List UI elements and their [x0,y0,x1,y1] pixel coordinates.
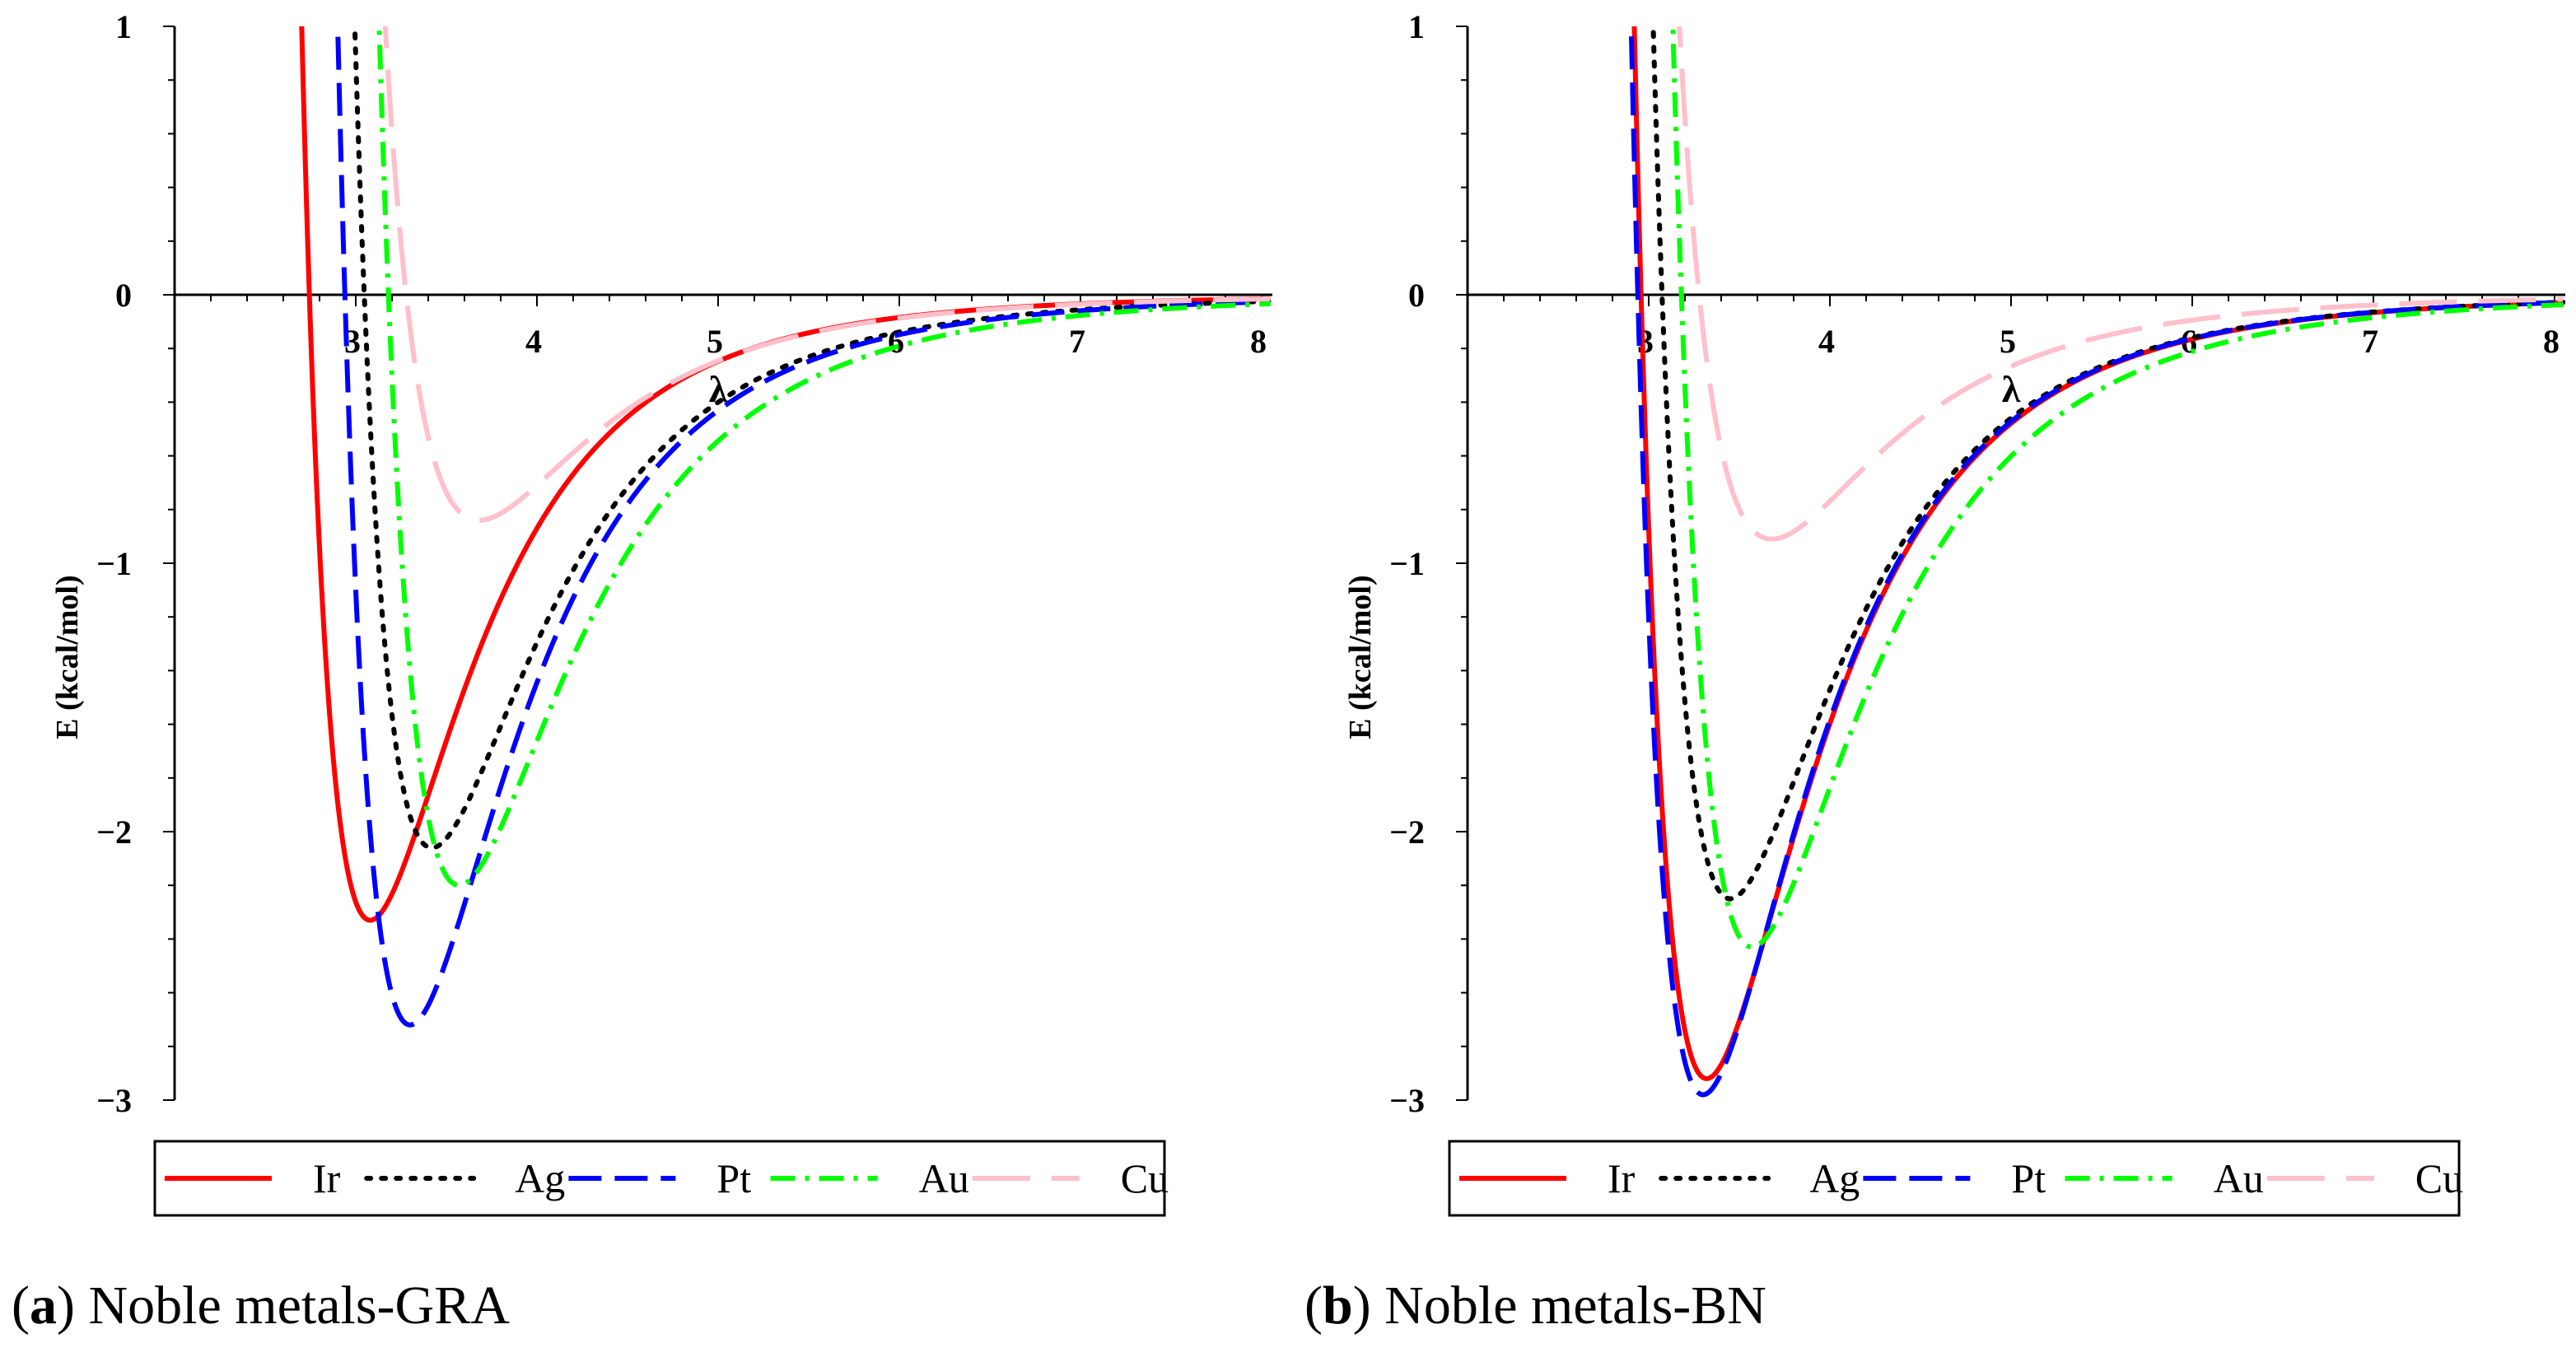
series-line-cu [382,26,1271,523]
y-tick-label: 0 [115,277,132,314]
x-tick-label: 6 [888,323,904,360]
legend-label-cu: Cu [2415,1155,2463,1201]
series-line-ag [1650,26,2565,902]
series-group [299,26,1272,1028]
y-tick-label: 0 [1408,277,1425,314]
caption-b: (b) Noble metals-BN [1304,1275,1766,1336]
legend-label-au: Au [919,1155,969,1201]
x-tick-label: 7 [2362,323,2378,360]
legend: Ir Ag Pt Au Cu [153,1140,1169,1217]
legend-label-ir: Ir [313,1155,341,1201]
y-tick-label: 1 [1408,8,1425,45]
legend: Ir Ag Pt Au Cu [1448,1140,2463,1217]
series-line-pt [335,26,1271,1028]
x-tick-label: 4 [1818,323,1835,360]
x-tick-label: 5 [707,323,723,360]
legend-label-au: Au [2214,1155,2264,1201]
series-line-ag [352,26,1272,851]
y-tick-label: −3 [96,1082,132,1119]
series-line-cu [1677,26,2564,542]
legend-label-cu: Cu [1121,1155,1169,1201]
series-line-pt [1628,26,2564,1098]
series-line-ir [299,26,1271,923]
caption-a-text: Noble metals-GRA [88,1275,510,1336]
y-tick-label: −2 [96,814,132,851]
y-tick-label: −3 [1389,1082,1425,1119]
x-tick-label: 8 [1250,323,1267,360]
series-line-ir [1631,26,2564,1081]
caption-b-letter: b [1322,1275,1353,1336]
y-axis-label: E (kcal/mol) [1343,575,1378,739]
legend-label-ag: Ag [515,1155,565,1201]
x-tick-label: 7 [1069,323,1085,360]
caption-b-text: Noble metals-BN [1384,1275,1766,1336]
caption-a: (a) Noble metals-GRA [12,1275,510,1336]
chart-panel-b: 3 4 5 6 7 810−1−2−3λE (kcal/mol)Ir Ag Pt Au Cu [1343,8,2565,1217]
x-tick-label: 4 [525,323,542,360]
x-axis-label: λ [2002,368,2021,410]
y-tick-label: −1 [1389,545,1425,582]
series-line-au [376,26,1271,888]
series-group [1628,26,2565,1098]
legend-label-pt: Pt [2011,1155,2046,1201]
x-tick-label: 8 [2543,323,2560,360]
y-tick-label: −2 [1389,814,1425,851]
series-line-au [1670,26,2564,950]
chart-panel-a: 3 4 5 6 7 810−1−2−3λE (kcal/mol)Ir Ag Pt Au Cu [50,8,1272,1217]
caption-a-letter: a [29,1275,57,1336]
y-tick-label: 1 [115,8,132,45]
legend-label-pt: Pt [716,1155,751,1201]
y-tick-label: −1 [96,545,132,582]
y-axis-label: E (kcal/mol) [50,575,85,739]
x-tick-label: 5 [2000,323,2016,360]
legend-label-ag: Ag [1809,1155,1860,1201]
legend-label-ir: Ir [1608,1155,1636,1201]
